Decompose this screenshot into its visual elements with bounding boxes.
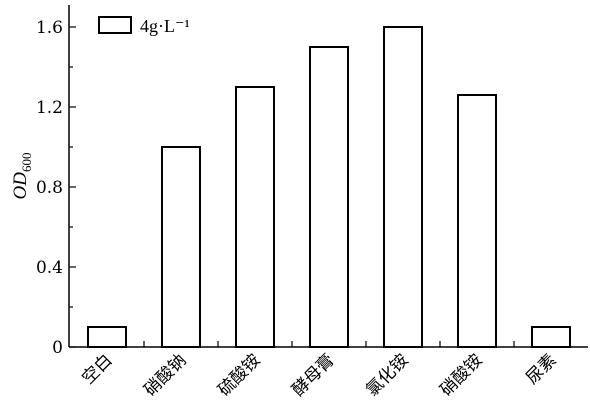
y-axis-label-main: OD [10,172,31,200]
y-tick-label: 1.2 [36,98,63,118]
legend: 4g·L⁻¹ [98,16,190,36]
y-axis-ticks [69,26,76,348]
y-tick-label: 1.6 [36,18,63,38]
y-tick-label: 0.4 [36,258,63,278]
bar-5 [383,26,423,348]
x-category-label: 硝酸铵 [436,350,486,400]
y-tick-label: 0 [52,338,63,358]
x-category-label: 空白 [78,350,116,388]
legend-label: 4g·L⁻¹ [140,16,190,36]
bar-3 [235,86,275,348]
y-axis-label: OD600 [10,153,34,200]
x-axis-ticks [143,341,515,347]
bar-2 [161,146,201,348]
x-category-label: 酵母膏 [288,350,339,401]
x-axis-tick-labels: 空白 硝酸钠 硫酸铵 酵母膏 氯化铵 硝酸铵 尿素 [78,350,560,401]
bar-7 [531,326,571,348]
y-axis-tick-labels: 0 0.4 0.8 1.2 1.6 [36,18,63,358]
y-tick-label: 0.8 [36,178,63,198]
bar-6 [457,94,497,348]
y-axis-label-subscript: 600 [19,153,34,173]
x-category-label: 氯化铵 [362,350,412,400]
bars [87,26,571,348]
x-category-label: 硫酸铵 [214,350,264,400]
bar-1 [87,326,127,348]
x-category-label: 尿素 [522,350,560,388]
x-category-label: 硝酸钠 [140,350,190,400]
legend-swatch [98,16,132,34]
bar-4 [309,46,349,348]
